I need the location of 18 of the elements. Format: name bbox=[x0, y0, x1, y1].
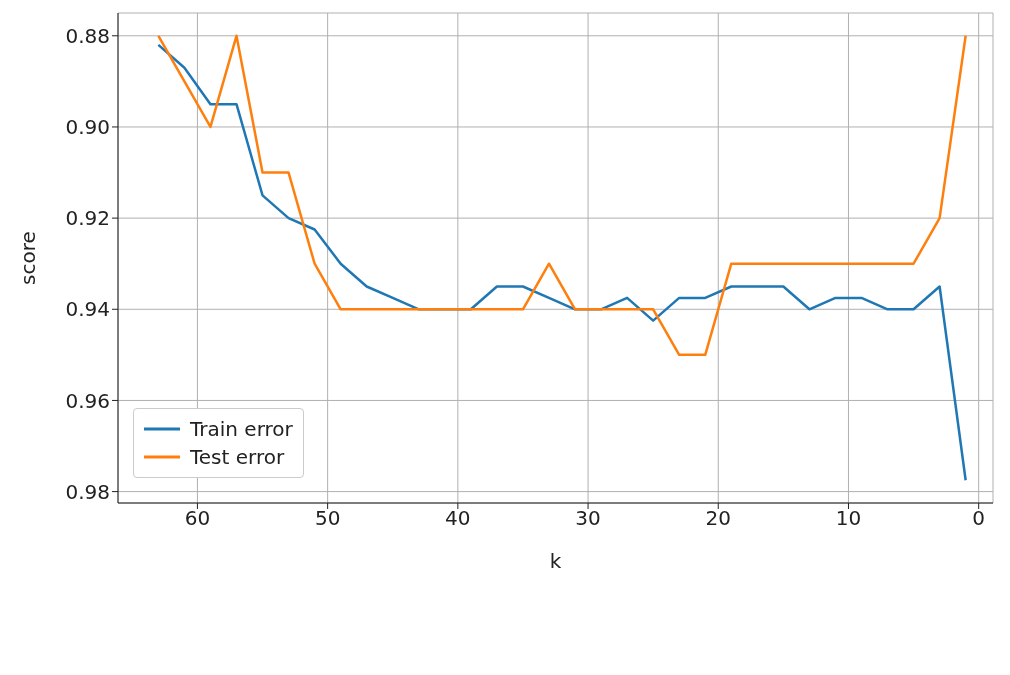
legend-label: Test error bbox=[190, 445, 285, 469]
y-tick-label: 0.92 bbox=[65, 206, 110, 231]
y-axis-title: score bbox=[16, 231, 41, 285]
x-tick-label: 60 bbox=[184, 506, 211, 531]
x-tick-label: 20 bbox=[705, 506, 731, 531]
y-tick-label: 0.94 bbox=[65, 297, 110, 322]
y-tick-label: 0.96 bbox=[65, 388, 110, 413]
x-axis-title: k bbox=[549, 549, 562, 573]
line-series bbox=[157, 34, 967, 357]
x-tick-label: 0 bbox=[972, 506, 986, 531]
y-tick-label: 0.98 bbox=[65, 479, 110, 504]
x-tick-label: 50 bbox=[314, 506, 341, 531]
legend-label: Train error bbox=[190, 417, 293, 441]
x-tick-label: 40 bbox=[445, 506, 471, 531]
x-tick-label: 30 bbox=[575, 506, 601, 531]
y-tick-label: 0.88 bbox=[65, 23, 110, 48]
x-tick-label: 10 bbox=[835, 506, 862, 531]
y-tick-label: 0.90 bbox=[65, 115, 110, 140]
